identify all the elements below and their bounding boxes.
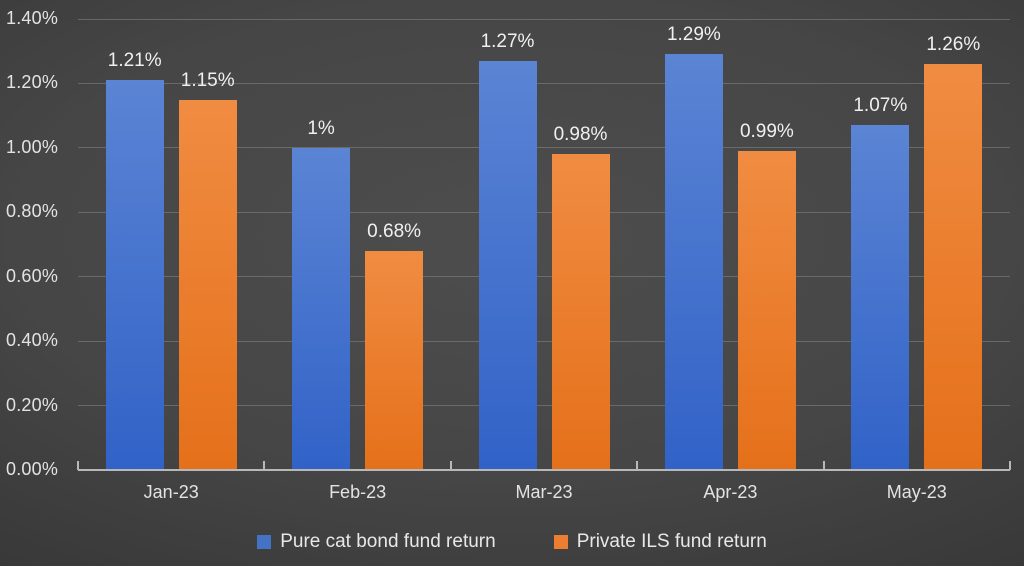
x-axis-tick-label: Feb-23 xyxy=(329,482,387,502)
x-axis-line xyxy=(78,469,1010,471)
x-axis-tick-mark xyxy=(822,461,825,470)
y-axis-tick-label: 0.20% xyxy=(6,394,59,415)
bar-data-label: 1.07% xyxy=(853,95,908,117)
bar-data-label: 1% xyxy=(307,117,335,139)
bar-pure-cat-bond xyxy=(105,80,164,470)
bar-data-label: 1.29% xyxy=(666,24,721,46)
x-axis-tick-mark xyxy=(77,461,79,470)
y-axis-tick-label: 1.00% xyxy=(6,136,59,157)
bar-data-label: 1.21% xyxy=(107,50,162,72)
bar-private-ils xyxy=(178,99,237,470)
bar-private-ils xyxy=(737,151,796,470)
legend-label: Private ILS fund return xyxy=(576,531,767,552)
x-axis-tick-mark xyxy=(263,461,266,470)
bar-data-label: 1.15% xyxy=(180,69,235,91)
legend-swatch-icon xyxy=(553,535,568,549)
x-axis-tick-label: May-23 xyxy=(886,482,947,502)
legend-swatch-icon xyxy=(257,535,272,549)
x-axis-tick-label: Apr-23 xyxy=(703,482,758,502)
bar-pure-cat-bond xyxy=(292,147,351,470)
bar-pure-cat-bond xyxy=(478,60,537,470)
y-axis-tick-label: 0.40% xyxy=(6,330,59,351)
y-axis-tick-label: 0.80% xyxy=(6,201,59,222)
gridline xyxy=(78,82,1010,84)
bar-private-ils xyxy=(924,64,983,470)
chart-legend: Pure cat bond fund return Private ILS fun… xyxy=(0,531,1024,553)
bar-data-label: 0.99% xyxy=(739,121,794,143)
bar-data-label: 0.68% xyxy=(367,220,422,242)
y-axis-tick-label: 1.40% xyxy=(6,8,59,28)
gridline xyxy=(78,340,1010,342)
x-axis-tick-label: Jan-23 xyxy=(143,482,199,502)
legend-entry-private-ils: Private ILS fund return xyxy=(553,531,767,553)
y-axis-tick-label: 0.00% xyxy=(6,459,59,479)
bar-data-label: 1.26% xyxy=(926,34,981,56)
bar-private-ils xyxy=(551,154,610,470)
bar-private-ils xyxy=(365,250,424,470)
bar-pure-cat-bond xyxy=(664,54,723,470)
gridline xyxy=(78,147,1010,149)
bar-data-label: 1.27% xyxy=(480,30,535,52)
x-axis-tick-mark xyxy=(449,461,452,470)
y-axis-tick-label: 0.60% xyxy=(6,265,59,286)
gridline xyxy=(78,211,1010,213)
y-axis-tick-label: 1.20% xyxy=(6,72,59,93)
gridline xyxy=(78,18,1010,20)
gridline xyxy=(78,405,1010,407)
x-axis-tick-mark xyxy=(1009,461,1011,470)
bar-data-label: 0.98% xyxy=(553,124,608,146)
gridline xyxy=(78,276,1010,278)
legend-label: Pure cat bond fund return xyxy=(280,531,496,552)
legend-entry-pure-cat-bond: Pure cat bond fund return xyxy=(257,531,496,553)
bar-pure-cat-bond xyxy=(851,125,910,470)
x-axis-tick-label: Mar-23 xyxy=(515,482,573,502)
x-axis-tick-mark xyxy=(636,461,639,470)
